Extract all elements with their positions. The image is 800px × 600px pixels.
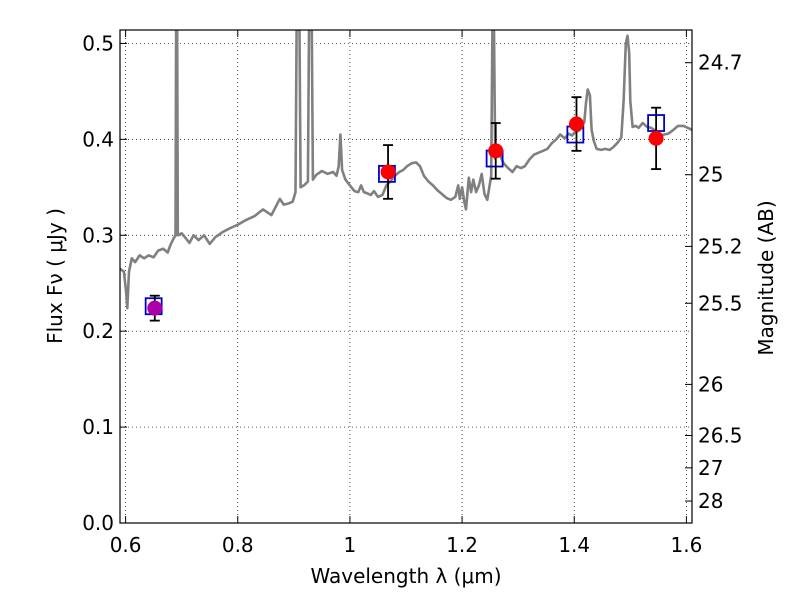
observed-flux-point [488, 143, 504, 159]
y-tick-label: 0.4 [82, 127, 114, 151]
x-tick-labels: 0.6 0.8 1 1.2 1.4 1.6 [110, 533, 703, 557]
y-axis-label-left: Flux Fν ( μJy ) [43, 208, 67, 344]
x-tick-label: 1.4 [558, 533, 590, 557]
right-tick-label: 26.5 [698, 424, 743, 448]
x-tick-label: 1 [344, 533, 357, 557]
right-tick-label: 27 [698, 456, 723, 480]
right-tick-label: 25.2 [698, 234, 743, 258]
right-tick-label: 25 [698, 163, 723, 187]
sed-model-line [120, 30, 692, 310]
observed-flux-point [147, 300, 163, 316]
observed-flux-point [648, 130, 664, 146]
observed-flux-point [380, 164, 396, 180]
model-flux-layer [144, 114, 666, 316]
x-tick-label: 0.8 [222, 533, 254, 557]
y-tick-label: 0.1 [82, 415, 114, 439]
grid [120, 30, 692, 524]
sed-model-layer [120, 30, 692, 310]
y-tick-label: 0.5 [82, 31, 114, 55]
right-tick-labels: 24.7 25 25.2 25.5 26 26.5 27 28 [698, 51, 743, 513]
y-tick-label: 0.2 [82, 319, 114, 343]
x-tick-label: 1.6 [670, 533, 702, 557]
right-tick-label: 24.7 [698, 51, 743, 75]
y-axis-label-right: Magnitude (AB) [754, 200, 778, 355]
observed-flux-layer [147, 96, 664, 322]
plot-frame [119, 29, 693, 524]
right-tick-label: 28 [698, 489, 723, 513]
y-tick-labels: 0.0 0.1 0.2 0.3 0.4 0.5 [82, 31, 114, 535]
ticks [120, 30, 692, 524]
right-tick-label: 25.5 [698, 291, 743, 315]
right-tick-label: 26 [698, 372, 723, 396]
x-tick-label: 1.2 [446, 533, 478, 557]
x-axis-label: Wavelength λ (μm) [310, 564, 501, 588]
y-tick-label: 0.0 [82, 511, 114, 535]
y-tick-label: 0.3 [82, 223, 114, 247]
x-tick-label: 0.6 [110, 533, 142, 557]
observed-flux-point [568, 116, 584, 132]
